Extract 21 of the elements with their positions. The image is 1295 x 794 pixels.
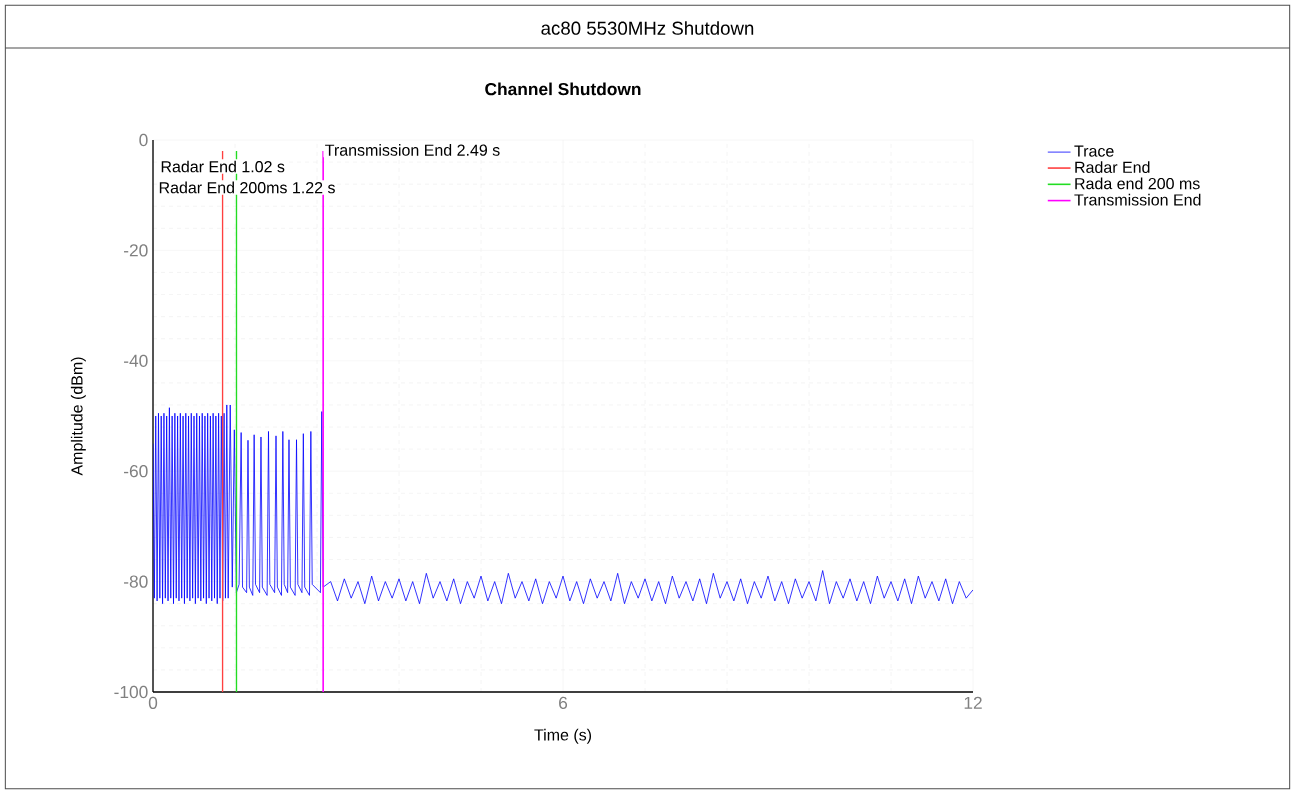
y-tick-label: -80 [124,575,148,588]
annotation: Radar End 200ms 1.22 s [159,181,335,194]
line-series [153,404,974,605]
y-tick-label: -100 [114,685,148,699]
y-tick-label: 0 [139,133,148,147]
chart-title: ac80 5530MHz Shutdown [541,21,754,35]
legend-label: Rada end 200 ms [1075,177,1200,190]
y-tick-label: -40 [124,354,148,367]
chart-subtitle: Channel Shutdown [485,82,641,96]
y-tick-label: -60 [124,465,148,478]
legend-label: Trace [1074,145,1114,157]
y-axis-title: Amplitude (dBm) [70,357,86,476]
legend-label: Radar End [1075,161,1150,174]
y-tick-label: -20 [124,244,148,257]
x-tick-label: 0 [148,696,158,709]
x-tick-label: 12 [964,696,982,709]
x-axis-title: Time (s) [534,728,592,744]
x-tick-label: 6 [559,696,568,709]
annotation: Transmission End 2.49 s [325,144,500,156]
annotation: Radar End 1.02 s [161,160,285,173]
legend-label: Transmission End [1074,193,1201,206]
